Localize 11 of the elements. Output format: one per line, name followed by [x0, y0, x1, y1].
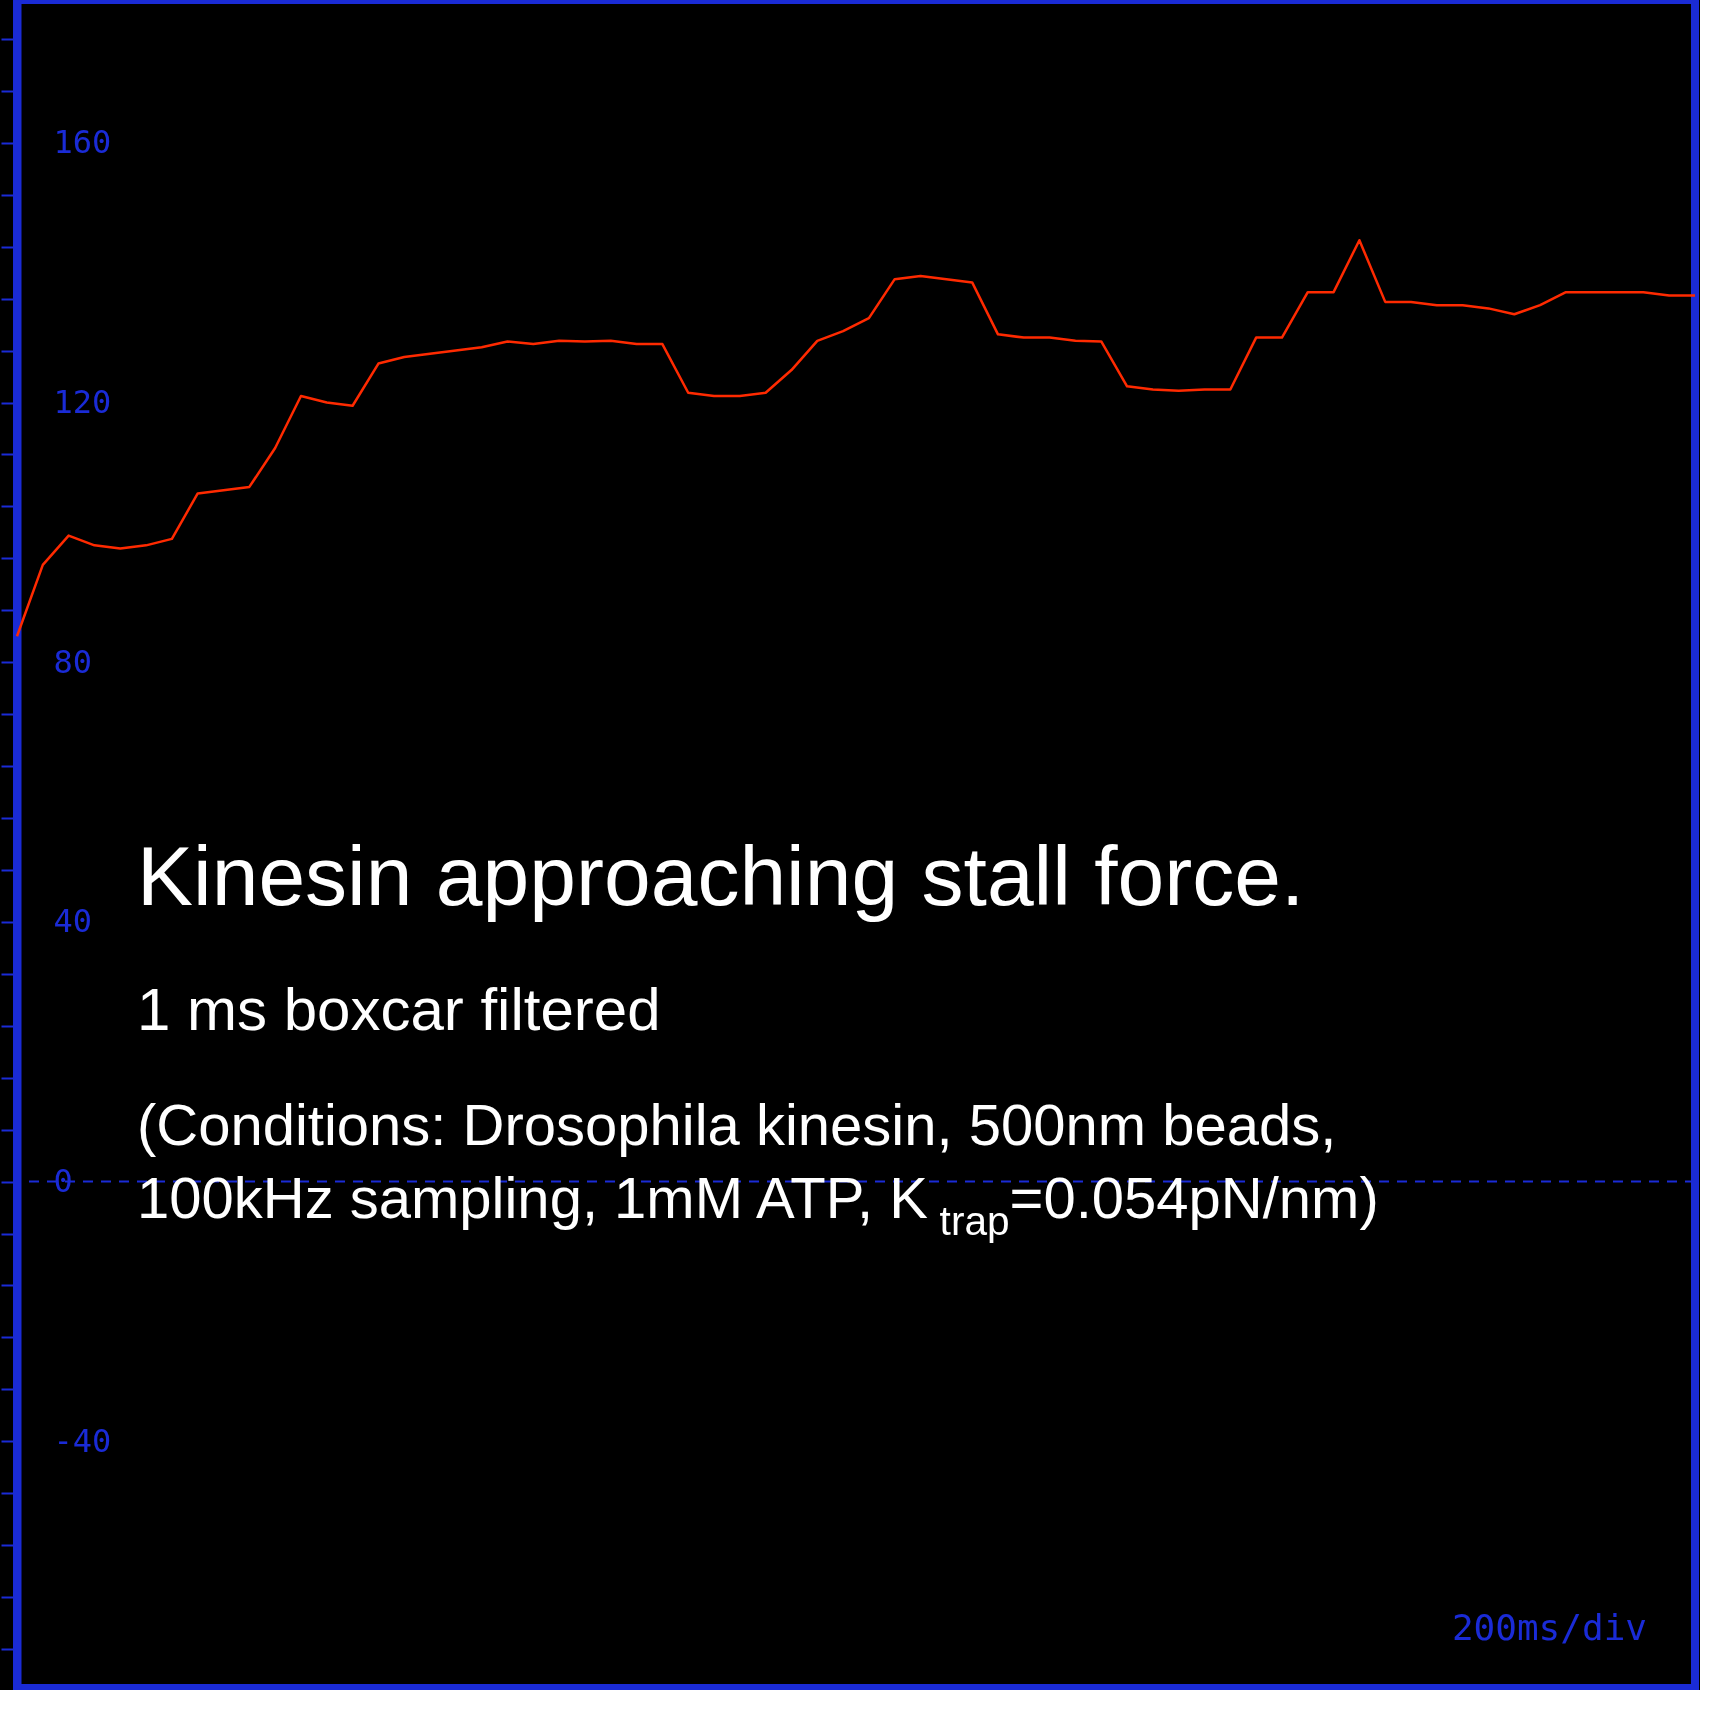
annotation: 200ms/div	[1451, 1607, 1647, 1648]
text: Kinesin approaching stall force.	[137, 829, 1305, 923]
line-series	[15, 238, 1697, 638]
y-tick-label: 80	[53, 642, 93, 681]
y-tick-label: -40	[53, 1421, 112, 1460]
text: 1 ms boxcar filtered	[137, 976, 661, 1043]
y-tick-label: 0	[53, 1162, 73, 1201]
y-tick-label: 160	[53, 123, 112, 162]
y-tick-label: 40	[53, 902, 93, 941]
annotation: (Conditions: Drosophila kinesin, 500nm beads,	[137, 1092, 1337, 1157]
y-tick-label: 120	[53, 383, 112, 422]
